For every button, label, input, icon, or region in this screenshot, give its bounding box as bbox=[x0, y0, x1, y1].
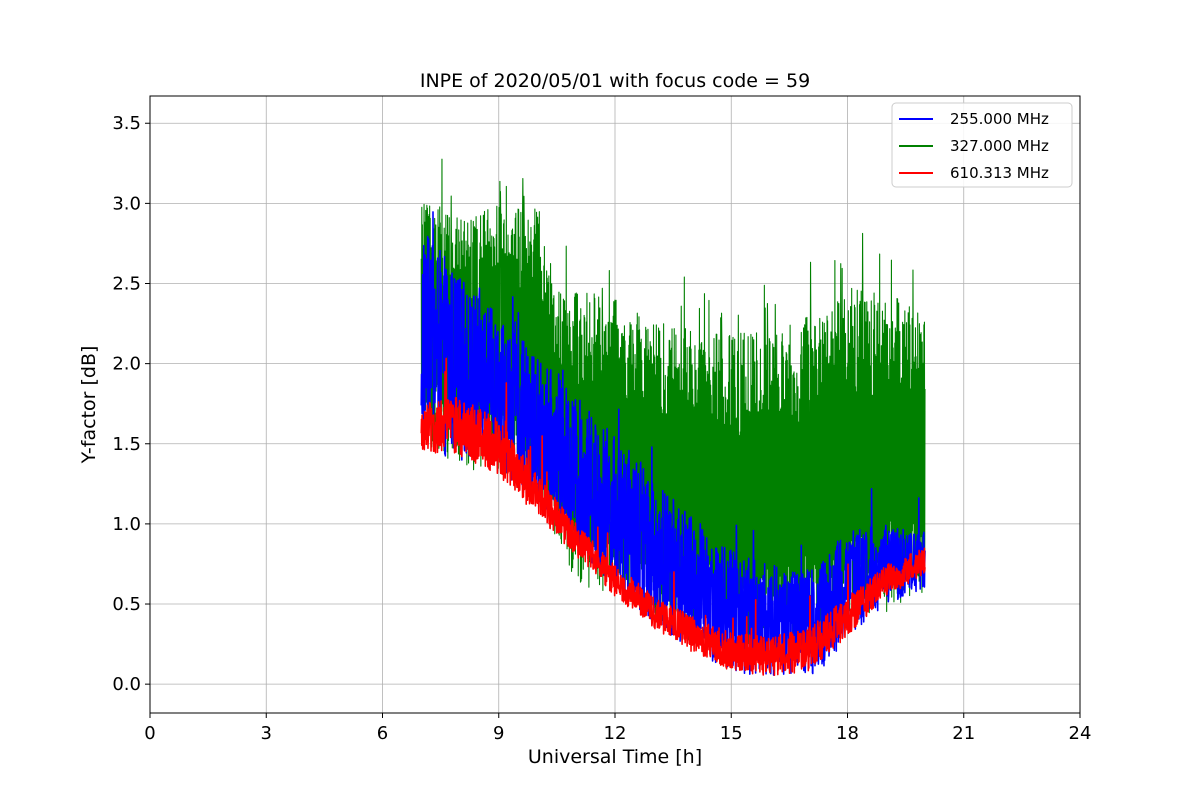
y-tick-label: 0.0 bbox=[112, 674, 141, 695]
x-axis-ticks: 0 3 6 9 12 15 18 21 24 bbox=[144, 713, 1091, 744]
y-axis-ticks: 0.0 0.5 1.0 1.5 2.0 2.5 3.0 3.5 bbox=[112, 113, 150, 695]
series-line-327-000-mhz bbox=[420, 158, 926, 652]
x-tick-label: 0 bbox=[144, 723, 155, 744]
x-tick-label: 3 bbox=[261, 723, 272, 744]
legend-label: 610.313 MHz bbox=[950, 164, 1049, 182]
series-line-610-313-mhz bbox=[420, 357, 926, 677]
x-tick-label: 24 bbox=[1069, 723, 1092, 744]
y-tick-label: 3.5 bbox=[112, 113, 141, 134]
y-tick-label: 2.0 bbox=[112, 354, 141, 375]
series-layer bbox=[420, 158, 926, 677]
x-axis-label: Universal Time [h] bbox=[528, 746, 702, 768]
x-tick-label: 12 bbox=[604, 723, 627, 744]
x-tick-label: 15 bbox=[720, 723, 743, 744]
y-tick-label: 3.0 bbox=[112, 193, 141, 214]
y-axis-label: Y-factor [dB] bbox=[78, 346, 100, 465]
x-tick-label: 9 bbox=[493, 723, 504, 744]
legend-label: 327.000 MHz bbox=[950, 137, 1049, 155]
legend: 255.000 MHz 327.000 MHz 610.313 MHz bbox=[891, 102, 1073, 188]
y-tick-label: 1.0 bbox=[112, 514, 141, 535]
x-tick-label: 21 bbox=[952, 723, 975, 744]
y-tick-label: 0.5 bbox=[112, 594, 141, 615]
y-tick-label: 2.5 bbox=[112, 274, 141, 295]
legend-label: 255.000 MHz bbox=[950, 110, 1049, 128]
x-tick-label: 18 bbox=[836, 723, 859, 744]
x-tick-label: 6 bbox=[377, 723, 388, 744]
y-tick-label: 1.5 bbox=[112, 434, 141, 455]
legend-box bbox=[891, 102, 1073, 188]
chart-title: INPE of 2020/05/01 with focus code = 59 bbox=[420, 70, 810, 92]
